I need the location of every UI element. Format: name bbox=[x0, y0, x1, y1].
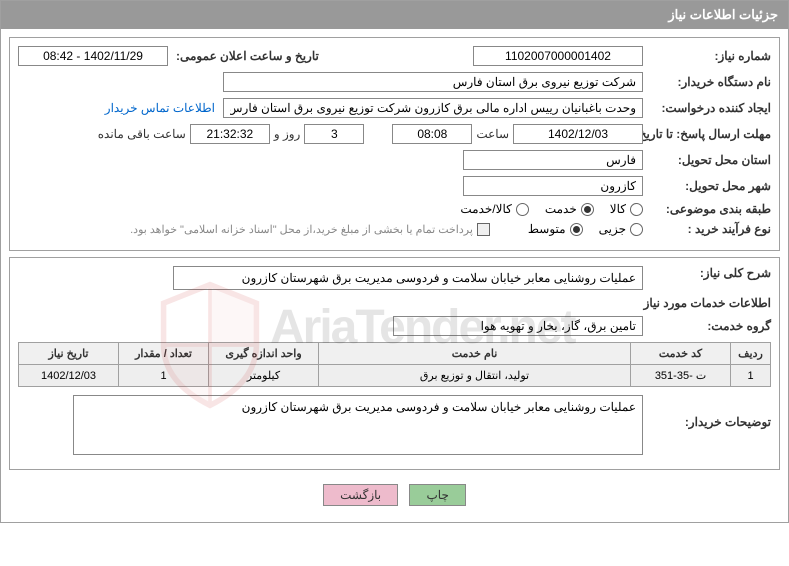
province-input bbox=[463, 150, 643, 170]
section-general-info: شماره نیاز: تاریخ و ساعت اعلان عمومی: نا… bbox=[9, 37, 780, 251]
td-service-name: تولید، انتقال و توزیع برق bbox=[319, 365, 631, 387]
time-remain-input bbox=[190, 124, 270, 144]
buyer-notes-label: توضیحات خریدار: bbox=[651, 395, 771, 429]
overview-label: شرح کلی نیاز: bbox=[651, 266, 771, 280]
th-service-name: نام خدمت bbox=[319, 343, 631, 365]
th-row: ردیف bbox=[731, 343, 771, 365]
table-row: 1 ت -35-351 تولید، انتقال و توزیع برق کی… bbox=[19, 365, 771, 387]
radio-goods[interactable]: کالا bbox=[610, 202, 643, 216]
row-purchase-type: نوع فرآیند خرید : جزیی متوسط پرداخت تمام… bbox=[18, 222, 771, 236]
remain-label: ساعت باقی مانده bbox=[98, 127, 186, 141]
radio-service[interactable]: خدمت bbox=[545, 202, 594, 216]
deadline-time-input bbox=[392, 124, 472, 144]
radio-medium-icon bbox=[570, 223, 583, 236]
purchase-type-radio-group: جزیی متوسط bbox=[528, 222, 643, 236]
radio-goods-service[interactable]: کالا/خدمت bbox=[460, 202, 528, 216]
requester-label: ایجاد کننده درخواست: bbox=[651, 101, 771, 115]
row-overview: شرح کلی نیاز: bbox=[18, 266, 771, 290]
requester-input bbox=[223, 98, 643, 118]
deadline-label: مهلت ارسال پاسخ: تا تاریخ: bbox=[651, 127, 771, 141]
contact-link[interactable]: اطلاعات تماس خریدار bbox=[105, 101, 215, 115]
buyer-org-input bbox=[223, 72, 643, 92]
row-buyer-org: نام دستگاه خریدار: bbox=[18, 72, 771, 92]
category-radio-group: کالا خدمت کالا/خدمت bbox=[460, 202, 643, 216]
row-requester: ایجاد کننده درخواست: اطلاعات تماس خریدار bbox=[18, 98, 771, 118]
radio-goods-icon bbox=[630, 203, 643, 216]
page-header: جزئیات اطلاعات نیاز bbox=[1, 1, 788, 29]
radio-minor-label: جزیی bbox=[599, 222, 626, 236]
time-label: ساعت bbox=[476, 127, 509, 141]
radio-medium-label: متوسط bbox=[528, 222, 566, 236]
days-remain-input bbox=[304, 124, 364, 144]
print-button[interactable]: چاپ bbox=[409, 484, 465, 506]
buyer-notes-textarea bbox=[73, 395, 643, 455]
row-service-group: گروه خدمت: bbox=[18, 316, 771, 336]
th-need-date: تاریخ نیاز bbox=[19, 343, 119, 365]
services-info-label: اطلاعات خدمات مورد نیاز bbox=[644, 296, 771, 310]
td-unit: کیلومتر bbox=[209, 365, 319, 387]
announce-date-input bbox=[18, 46, 168, 66]
th-unit: واحد اندازه گیری bbox=[209, 343, 319, 365]
radio-goods-service-icon bbox=[516, 203, 529, 216]
radio-service-label: خدمت bbox=[545, 202, 577, 216]
category-label: طبقه بندی موضوعی: bbox=[651, 202, 771, 216]
deadline-date-input bbox=[513, 124, 643, 144]
row-city: شهر محل تحویل: bbox=[18, 176, 771, 196]
overview-input bbox=[173, 266, 643, 290]
need-number-input bbox=[473, 46, 643, 66]
radio-goods-label: کالا bbox=[610, 202, 626, 216]
province-label: استان محل تحویل: bbox=[651, 153, 771, 167]
purchase-type-label: نوع فرآیند خرید : bbox=[651, 222, 771, 236]
need-number-label: شماره نیاز: bbox=[651, 49, 771, 63]
row-province: استان محل تحویل: bbox=[18, 150, 771, 170]
radio-service-icon bbox=[581, 203, 594, 216]
days-label: روز و bbox=[274, 127, 301, 141]
service-group-input bbox=[393, 316, 643, 336]
radio-medium[interactable]: متوسط bbox=[528, 222, 583, 236]
radio-goods-service-label: کالا/خدمت bbox=[460, 202, 511, 216]
td-row: 1 bbox=[731, 365, 771, 387]
table-header-row: ردیف کد خدمت نام خدمت واحد اندازه گیری ت… bbox=[19, 343, 771, 365]
page-title: جزئیات اطلاعات نیاز bbox=[668, 7, 778, 22]
section-need-details: شرح کلی نیاز: اطلاعات خدمات مورد نیاز گر… bbox=[9, 257, 780, 470]
radio-minor-icon bbox=[630, 223, 643, 236]
td-need-date: 1402/12/03 bbox=[19, 365, 119, 387]
city-label: شهر محل تحویل: bbox=[651, 179, 771, 193]
button-area: چاپ بازگشت bbox=[9, 476, 780, 514]
row-deadline: مهلت ارسال پاسخ: تا تاریخ: ساعت روز و سا… bbox=[18, 124, 771, 144]
main-container: جزئیات اطلاعات نیاز شماره نیاز: تاریخ و … bbox=[0, 0, 789, 523]
row-category: طبقه بندی موضوعی: کالا خدمت کالا/خدمت bbox=[18, 202, 771, 216]
city-input bbox=[463, 176, 643, 196]
services-table: ردیف کد خدمت نام خدمت واحد اندازه گیری ت… bbox=[18, 342, 771, 387]
payment-checkbox[interactable] bbox=[477, 223, 490, 236]
row-buyer-notes: توضیحات خریدار: bbox=[18, 395, 771, 455]
th-qty: تعداد / مقدار bbox=[119, 343, 209, 365]
td-service-code: ت -35-351 bbox=[631, 365, 731, 387]
payment-note: پرداخت تمام یا بخشی از مبلغ خرید،از محل … bbox=[130, 223, 473, 236]
row-need-number: شماره نیاز: تاریخ و ساعت اعلان عمومی: bbox=[18, 46, 771, 66]
buyer-org-label: نام دستگاه خریدار: bbox=[651, 75, 771, 89]
content-area: شماره نیاز: تاریخ و ساعت اعلان عمومی: نا… bbox=[1, 29, 788, 522]
th-service-code: کد خدمت bbox=[631, 343, 731, 365]
service-group-label: گروه خدمت: bbox=[651, 319, 771, 333]
announce-date-label: تاریخ و ساعت اعلان عمومی: bbox=[176, 49, 319, 63]
td-qty: 1 bbox=[119, 365, 209, 387]
radio-minor[interactable]: جزیی bbox=[599, 222, 643, 236]
row-services-info: اطلاعات خدمات مورد نیاز bbox=[18, 296, 771, 310]
back-button[interactable]: بازگشت bbox=[323, 484, 398, 506]
